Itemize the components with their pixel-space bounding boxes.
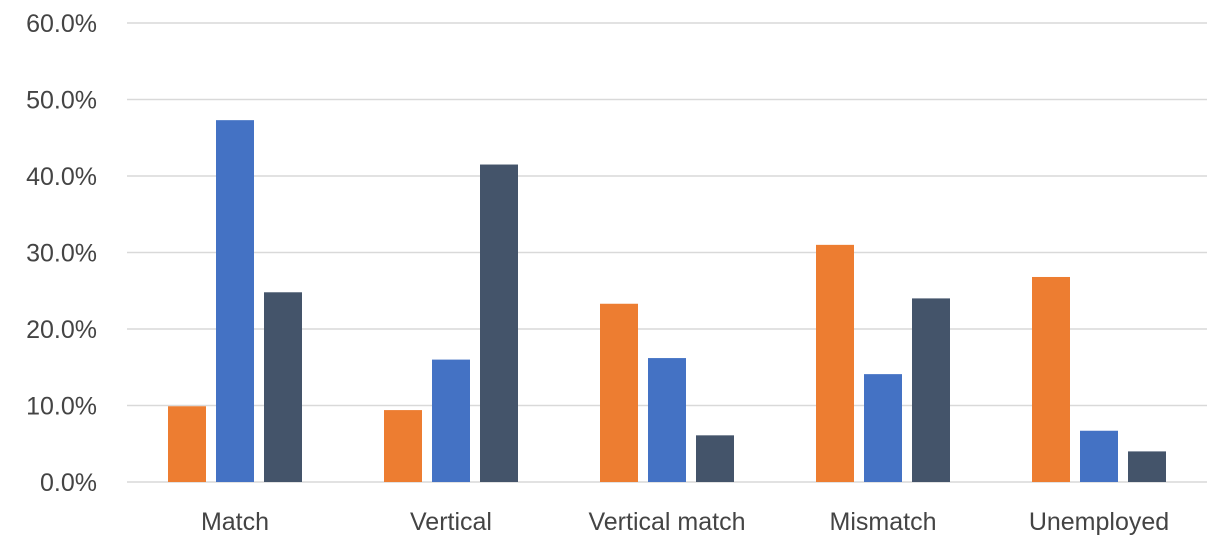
bar-4-0	[1032, 276, 1070, 482]
bars	[168, 120, 1166, 482]
bar-0-0	[168, 406, 206, 482]
bar-1-1	[432, 359, 470, 482]
bar-2-0	[600, 303, 638, 482]
bar-1-0	[384, 410, 422, 482]
bar-2-2	[696, 435, 734, 482]
gridlines	[127, 22, 1207, 483]
category-label: Match	[201, 508, 269, 536]
category-label: Vertical match	[588, 508, 745, 536]
y-axis-tick-labels: 0.0% 10.0% 20.0% 30.0% 40.0% 50.0% 60.0%	[26, 10, 97, 497]
y-tick-label: 10.0%	[26, 393, 97, 421]
category-label: Mismatch	[830, 508, 937, 536]
bar-2-1	[648, 358, 686, 482]
bar-3-0	[816, 244, 854, 482]
x-axis-category-labels: Match Vertical Vertical match Mismatch Unemp…	[201, 508, 1169, 536]
category-label: Vertical	[410, 508, 492, 536]
bar-3-2	[912, 298, 950, 482]
y-tick-label: 40.0%	[26, 163, 97, 191]
bar-0-1	[216, 120, 254, 482]
bar-0-2	[264, 292, 302, 482]
bar-4-2	[1128, 451, 1166, 482]
bar-1-2	[480, 164, 518, 482]
y-tick-label: 30.0%	[26, 240, 97, 268]
bar-4-1	[1080, 430, 1118, 482]
y-tick-label: 0.0%	[40, 469, 97, 497]
category-label: Unemployed	[1029, 508, 1169, 536]
y-tick-label: 60.0%	[26, 10, 97, 38]
bar-3-1	[864, 374, 902, 482]
y-tick-label: 20.0%	[26, 316, 97, 344]
y-tick-label: 50.0%	[26, 87, 97, 115]
